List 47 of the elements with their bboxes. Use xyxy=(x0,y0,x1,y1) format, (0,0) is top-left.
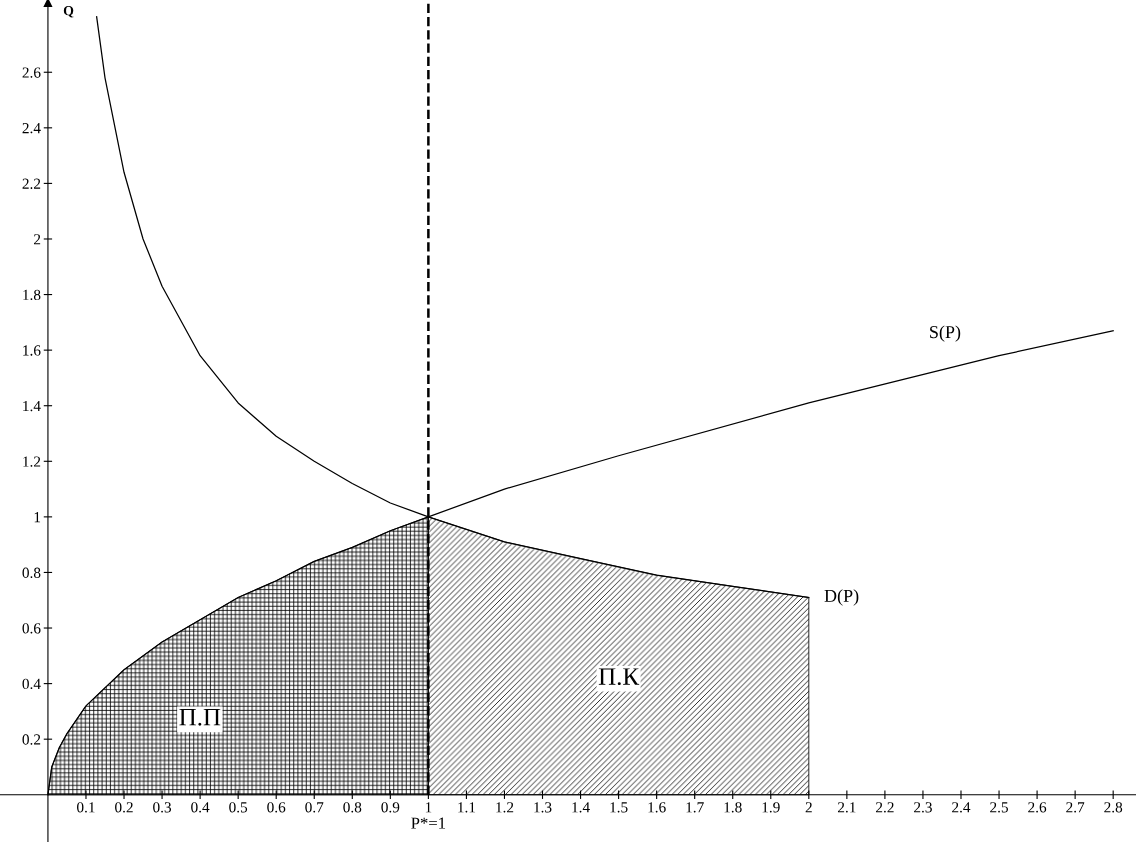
y-tick-label: 2 xyxy=(34,234,41,245)
x-tick-label: 0.8 xyxy=(343,802,362,813)
x-tick-label: 0.3 xyxy=(153,802,172,813)
y-axis-title: Q xyxy=(63,6,74,18)
x-tick-label: 2.6 xyxy=(1028,802,1047,813)
x-tick-label: 1.7 xyxy=(686,802,704,813)
x-tick-label: 2.4 xyxy=(952,802,971,813)
y-tick-label: 0.8 xyxy=(22,567,41,578)
x-tick-label: 2.5 xyxy=(990,802,1008,813)
y-tick-label: 0.4 xyxy=(22,678,41,690)
x-tick-label: 1.3 xyxy=(534,802,552,813)
x-tick-label: 1.1 xyxy=(458,802,476,813)
y-tick-label: 2.6 xyxy=(22,67,41,78)
x-tick-label: 1.4 xyxy=(572,802,590,813)
y-tick-label: 0.2 xyxy=(22,734,41,745)
y-tick-label: 1.2 xyxy=(23,456,41,467)
y-tick-label: 0.6 xyxy=(22,623,41,634)
x-tick-label: 1.2 xyxy=(496,802,514,813)
x-tick-label: 2 xyxy=(805,802,812,813)
x-tick-label: 1 xyxy=(425,802,432,813)
x-tick-label: 1.5 xyxy=(610,802,628,813)
y-tick-label: 1.8 xyxy=(23,289,41,301)
x-tick-label: 0.4 xyxy=(191,802,210,813)
x-tick-label: 0.2 xyxy=(115,802,133,813)
series-label: П.К xyxy=(598,668,640,686)
x-tick-label: 0.1 xyxy=(77,802,95,813)
x-tick-label: 0.9 xyxy=(381,802,400,813)
y-tick-label: 1 xyxy=(34,512,41,523)
y-tick-label: 1.4 xyxy=(23,400,41,412)
series-label: П.П xyxy=(179,708,221,726)
x-tick-label: 0.7 xyxy=(305,802,324,813)
x-tick-label: 2.8 xyxy=(1104,802,1123,813)
x-tick-label: 2.7 xyxy=(1066,802,1085,813)
x-tick-label: 1.8 xyxy=(724,802,742,813)
y-tick-label: 1.6 xyxy=(23,345,41,356)
series-label: D(P) xyxy=(824,589,859,606)
x-tick-label: 0.6 xyxy=(267,802,286,813)
x-tick-label: 2.1 xyxy=(837,802,856,813)
x-tick-label: 0.5 xyxy=(229,802,248,813)
series-label: S(P) xyxy=(930,325,961,342)
y-tick-label: 2.2 xyxy=(22,178,41,189)
x-tick-label: 2.2 xyxy=(876,802,894,813)
y-tick-label: 2.4 xyxy=(22,123,41,134)
x-tick-label: 1.9 xyxy=(762,802,780,813)
x-tick-label: 1.6 xyxy=(648,802,666,813)
x-tick-label: 2.3 xyxy=(914,802,932,813)
ref-line-label: P*=1 xyxy=(411,817,446,829)
